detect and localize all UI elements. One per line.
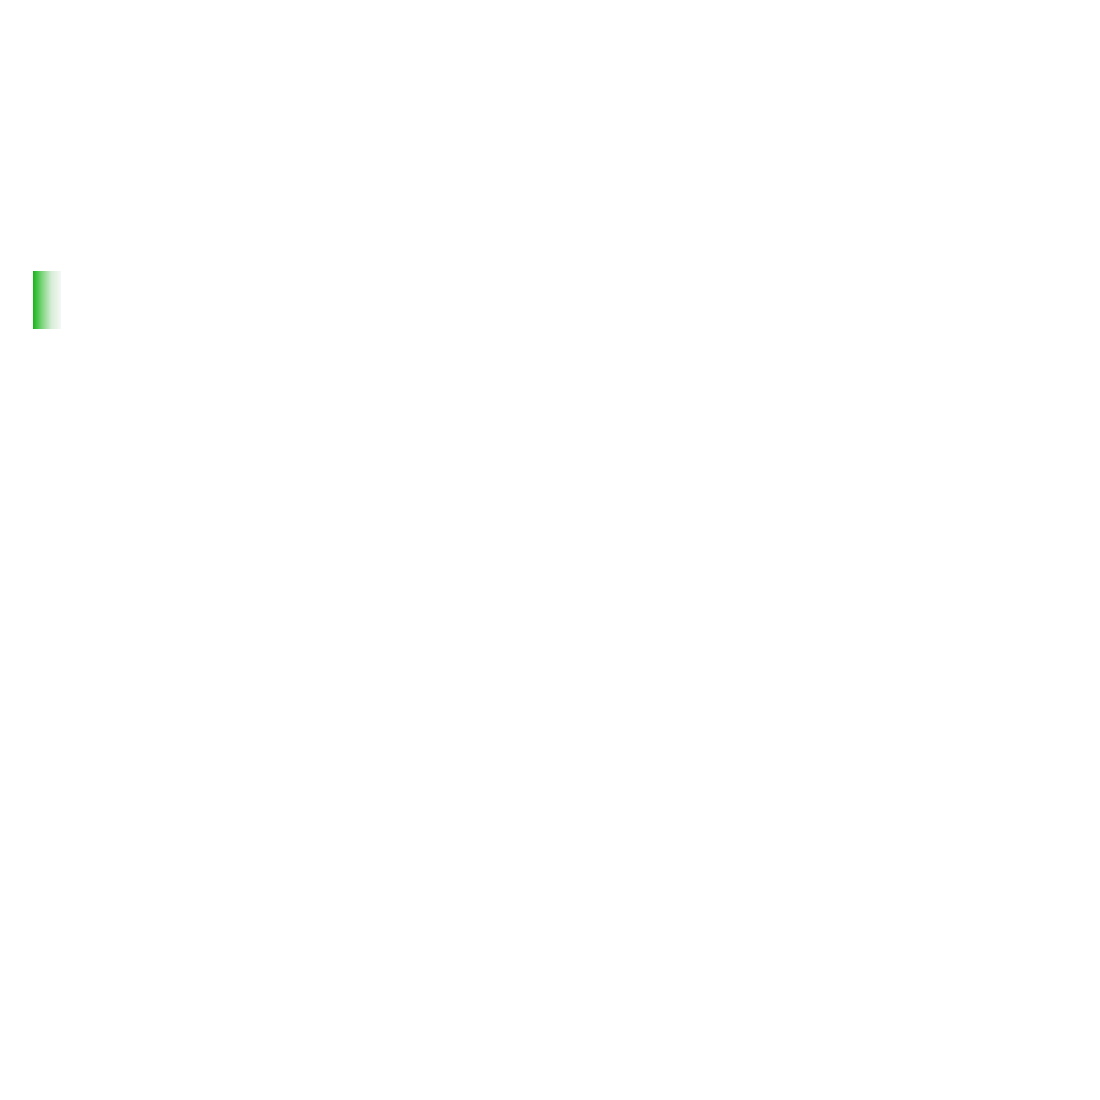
rh-legend-box (33, 271, 61, 329)
